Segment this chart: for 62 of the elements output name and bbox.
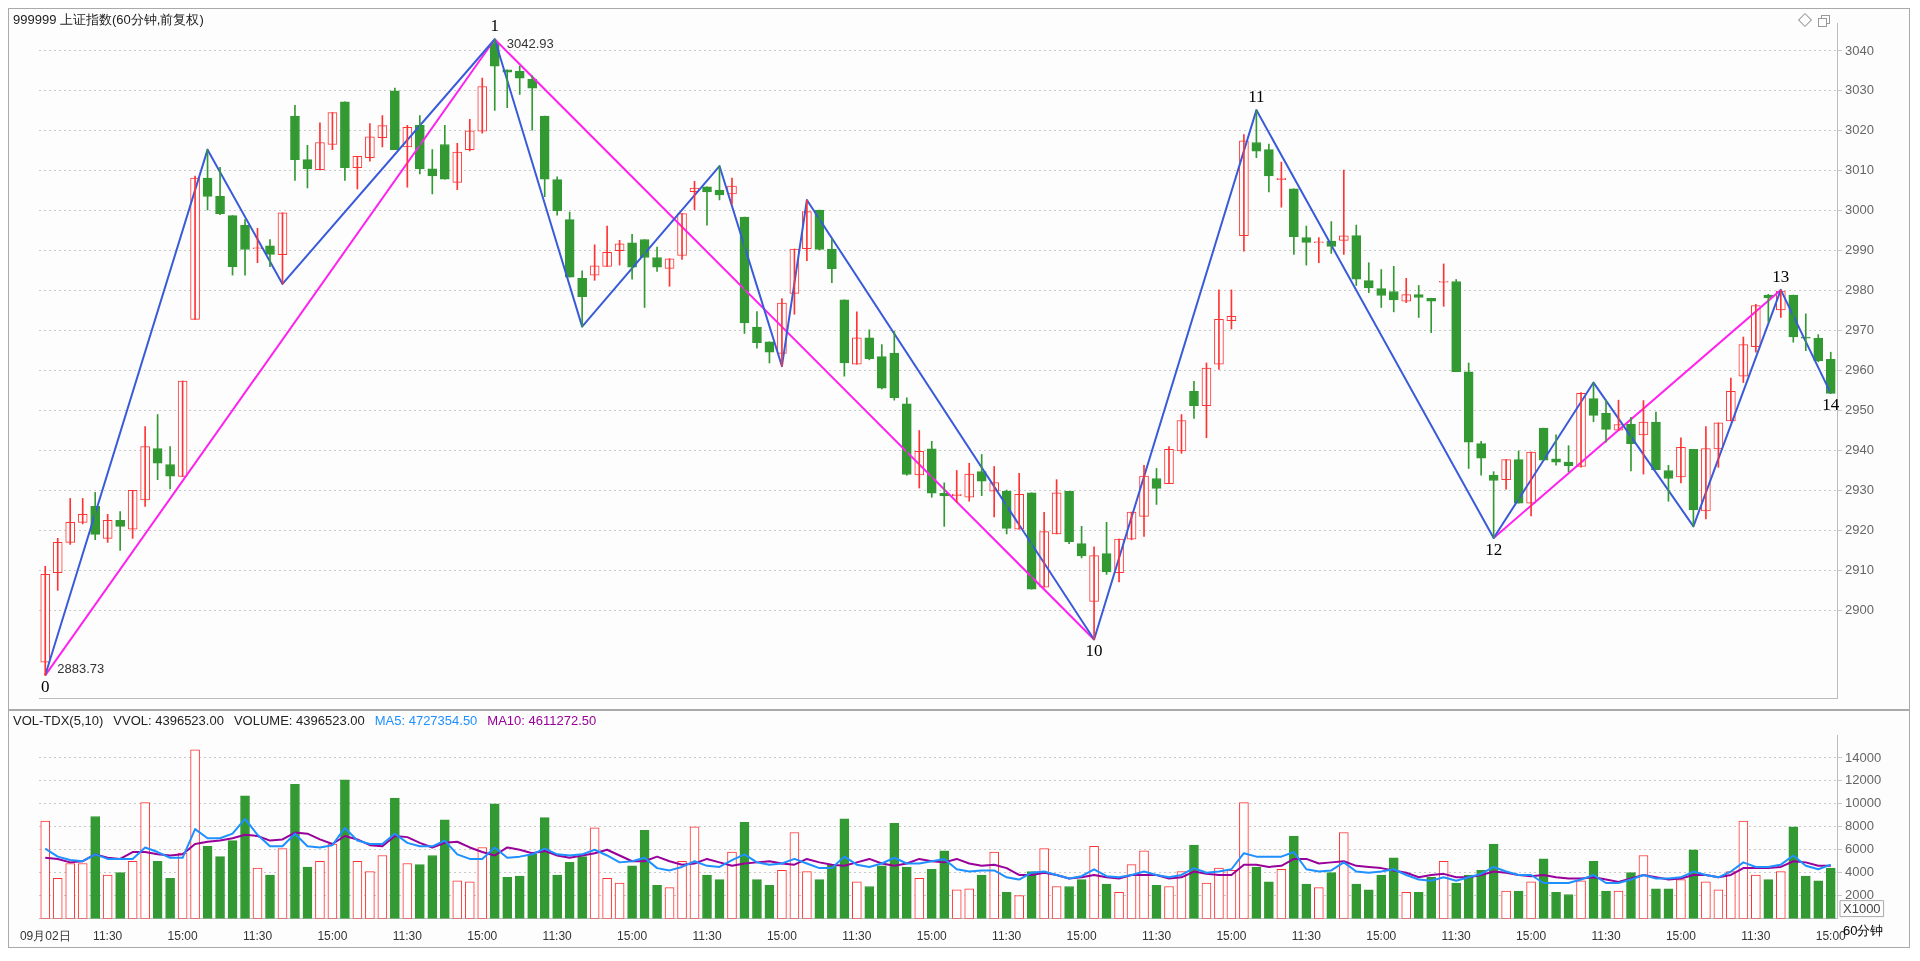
y-axis-title: X1000 (1843, 900, 1881, 916)
y-tick-label: 2970 (1845, 322, 1874, 338)
x-tick-label: 15:00 (1665, 929, 1697, 944)
y-tick-label: 2900 (1845, 601, 1874, 617)
y-tick-label: 3030 (1845, 82, 1874, 98)
y-tick-label: 2950 (1845, 402, 1874, 418)
y-tick-label: 3020 (1845, 122, 1874, 138)
x-tick-label: 11:30 (242, 929, 273, 944)
y-tick-label: 2000 (1845, 887, 1874, 903)
y-tick-label: 3010 (1845, 162, 1874, 178)
y-tick-label: 2920 (1845, 521, 1874, 537)
x-tick-label: 15:00 (1516, 929, 1547, 944)
x-tick-label: 15:00 (317, 929, 348, 944)
text: MA10: 4611272.50 (487, 713, 597, 728)
x-tick-label: 11:30 (1441, 929, 1472, 944)
annotation: 13 (1772, 266, 1790, 286)
y-tick-label: 3040 (1845, 42, 1874, 58)
y-tick-label: 2940 (1845, 442, 1874, 458)
x-tick-label: 11:30 (842, 929, 872, 944)
x-tick-label: 15:00 (1066, 929, 1097, 944)
y-tick-label: 2910 (1845, 561, 1874, 577)
x-tick-label: 15:00 (766, 929, 798, 944)
x-tick-label: 11:30 (1591, 929, 1621, 944)
y-tick-label: 2990 (1845, 242, 1874, 258)
x-tick-label: 11:30 (1141, 929, 1172, 944)
x-tick-label: 11:30 (992, 929, 1022, 944)
annotation: 0 (40, 677, 50, 697)
y-tick-label: 2960 (1845, 362, 1874, 378)
annotation: 11 (1248, 87, 1265, 107)
y-tick-label: 2980 (1845, 282, 1874, 298)
x-tick-label: 11:30 (1741, 929, 1771, 944)
y-tick-label: 6000 (1845, 841, 1874, 857)
x-tick-label: 11:30 (1291, 929, 1322, 944)
x-tick-label: 11:30 (93, 929, 123, 944)
x-tick-label: 15:00 (916, 929, 948, 944)
data-label: 3042.93 (506, 35, 554, 51)
y-tick-label: 14000 (1845, 749, 1882, 765)
x-tick-label: 15:00 (1216, 929, 1247, 944)
y-tick-label: 2930 (1845, 482, 1874, 498)
text: MA5: 4727354.50 (374, 713, 478, 728)
x-tick-label: 11:30 (392, 929, 423, 944)
chart-title: VOL-TDX(5,10) (13, 713, 104, 728)
y-tick-label: 10000 (1845, 795, 1882, 811)
x-tick-label: 09月02日 (19, 929, 71, 944)
y-tick-label: 4000 (1845, 864, 1874, 880)
x-tick-label: 11:30 (542, 929, 573, 944)
data-label: 2883.73 (57, 660, 105, 676)
y-tick-label: 12000 (1845, 772, 1882, 788)
annotation: 12 (1485, 539, 1503, 559)
annotation: 1 (490, 16, 499, 36)
x-tick-label: 11:30 (692, 929, 722, 944)
annotation: 14 (1822, 395, 1840, 415)
x-tick-label: 15:00 (167, 929, 198, 944)
text: VVOL: 4396523.00 (113, 713, 224, 728)
y-tick-label: 8000 (1845, 818, 1874, 834)
x-tick-label: 15:00 (467, 929, 498, 944)
x-tick-label: 15:00 (1366, 929, 1397, 944)
x-tick-label: 15:00 (617, 929, 648, 944)
annotation: 10 (1085, 641, 1103, 661)
text: VOLUME: 4396523.00 (233, 713, 365, 728)
y-tick-label: 3000 (1845, 202, 1874, 218)
chart-title: 999999 上证指数(60分钟,前复权) (13, 12, 204, 27)
